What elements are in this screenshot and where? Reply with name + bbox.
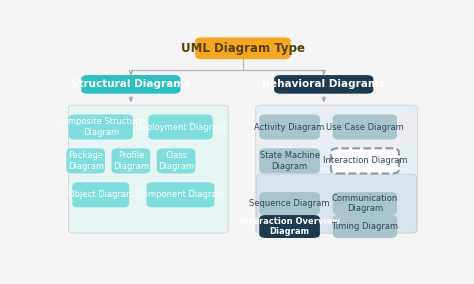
FancyBboxPatch shape: [333, 215, 397, 238]
Text: Use Case Diagram: Use Case Diagram: [326, 122, 404, 131]
FancyBboxPatch shape: [259, 192, 320, 215]
FancyBboxPatch shape: [146, 182, 214, 207]
Text: Composite Structure
Diagram: Composite Structure Diagram: [57, 117, 144, 137]
Text: Sequence Diagram: Sequence Diagram: [249, 199, 330, 208]
FancyBboxPatch shape: [333, 114, 397, 140]
FancyBboxPatch shape: [259, 114, 320, 140]
Text: UML Diagram Type: UML Diagram Type: [181, 42, 305, 55]
FancyBboxPatch shape: [256, 105, 418, 233]
Text: State Machine
Diagram: State Machine Diagram: [260, 151, 319, 171]
Text: Component Diagram: Component Diagram: [137, 190, 224, 199]
FancyBboxPatch shape: [68, 105, 228, 233]
Text: Package
Diagram: Package Diagram: [68, 151, 104, 171]
Text: Class
Diagram: Class Diagram: [158, 151, 194, 171]
FancyBboxPatch shape: [256, 174, 416, 233]
FancyBboxPatch shape: [331, 148, 399, 174]
FancyBboxPatch shape: [66, 148, 105, 174]
FancyBboxPatch shape: [148, 114, 213, 140]
FancyBboxPatch shape: [259, 148, 320, 174]
Text: Interaction Diagram: Interaction Diagram: [323, 156, 407, 165]
FancyBboxPatch shape: [195, 37, 291, 59]
Text: Communication
Diagram: Communication Diagram: [332, 194, 398, 213]
Text: Structural Diagrams: Structural Diagrams: [71, 79, 191, 89]
FancyBboxPatch shape: [157, 148, 195, 174]
Text: Behavioral Diagrams: Behavioral Diagrams: [262, 79, 385, 89]
FancyBboxPatch shape: [274, 75, 374, 94]
Text: Profile
Diagram: Profile Diagram: [113, 151, 149, 171]
Text: Activity Diagram: Activity Diagram: [255, 122, 325, 131]
Text: Timing Diagram: Timing Diagram: [331, 222, 399, 231]
FancyBboxPatch shape: [73, 182, 129, 207]
FancyBboxPatch shape: [333, 192, 397, 215]
FancyBboxPatch shape: [69, 114, 133, 140]
FancyBboxPatch shape: [259, 215, 320, 238]
FancyBboxPatch shape: [111, 148, 150, 174]
Text: Deployment Diagram: Deployment Diagram: [135, 122, 226, 131]
Text: Interaction Overview
Diagram: Interaction Overview Diagram: [239, 217, 339, 236]
FancyBboxPatch shape: [82, 75, 181, 94]
Text: Object Diagram: Object Diagram: [68, 190, 134, 199]
